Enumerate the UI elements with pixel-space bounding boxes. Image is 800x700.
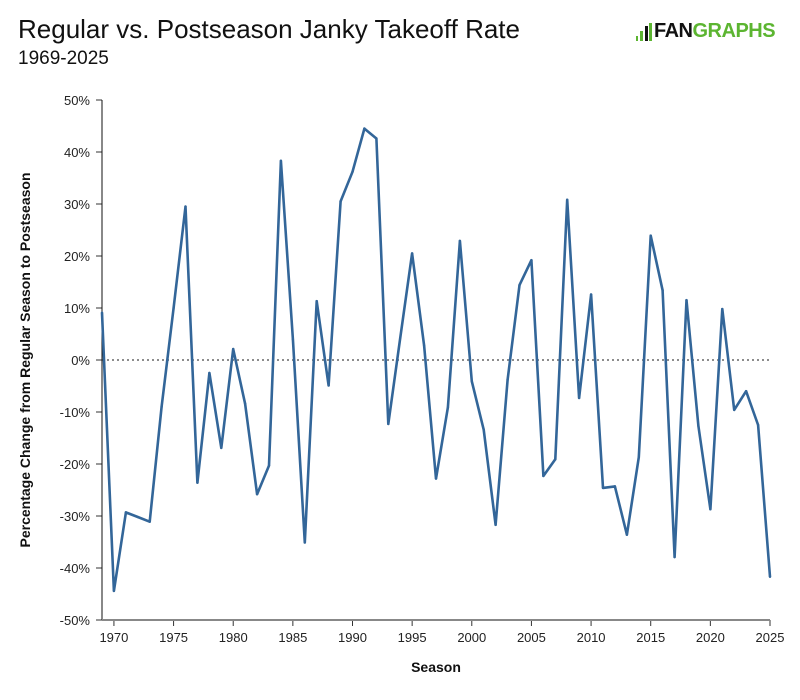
y-tick-label: 30% [64, 197, 90, 212]
x-tick-label: 2010 [577, 630, 606, 645]
chart-title: Regular vs. Postseason Janky Takeoff Rat… [18, 14, 520, 44]
x-tick-label: 2025 [756, 630, 785, 645]
fangraphs-logo: FAN GRAPHS [636, 20, 776, 43]
logo-text-graphs: GRAPHS [692, 20, 776, 42]
y-tick-label: 40% [64, 145, 90, 160]
y-tick-label: -30% [60, 509, 91, 524]
y-tick-label: 0% [71, 353, 90, 368]
y-tick-label: 20% [64, 249, 90, 264]
x-tick-label: 1980 [219, 630, 248, 645]
y-tick-label: -40% [60, 561, 91, 576]
x-tick-label: 2020 [696, 630, 725, 645]
x-tick-label: 1975 [159, 630, 188, 645]
logo-bars-icon [636, 22, 652, 41]
y-tick-label: -10% [60, 405, 91, 420]
y-tick-label: -50% [60, 613, 91, 628]
x-tick-label: 1995 [398, 630, 427, 645]
logo-text-fan: FAN [654, 20, 693, 42]
x-tick-label: 1990 [338, 630, 367, 645]
x-axis-title: Season [411, 659, 461, 675]
y-tick-label: 50% [64, 93, 90, 108]
x-tick-label: 2000 [457, 630, 486, 645]
y-tick-label: 10% [64, 301, 90, 316]
y-tick-label: -20% [60, 457, 91, 472]
chart-subtitle: 1969-2025 [18, 48, 109, 69]
series-line [100, 127, 772, 593]
x-tick-label: 1985 [278, 630, 307, 645]
x-tick-label: 2005 [517, 630, 546, 645]
x-tick-label: 1970 [99, 630, 128, 645]
x-tick-label: 2015 [636, 630, 665, 645]
y-axis-title: Percentage Change from Regular Season to… [17, 173, 33, 548]
